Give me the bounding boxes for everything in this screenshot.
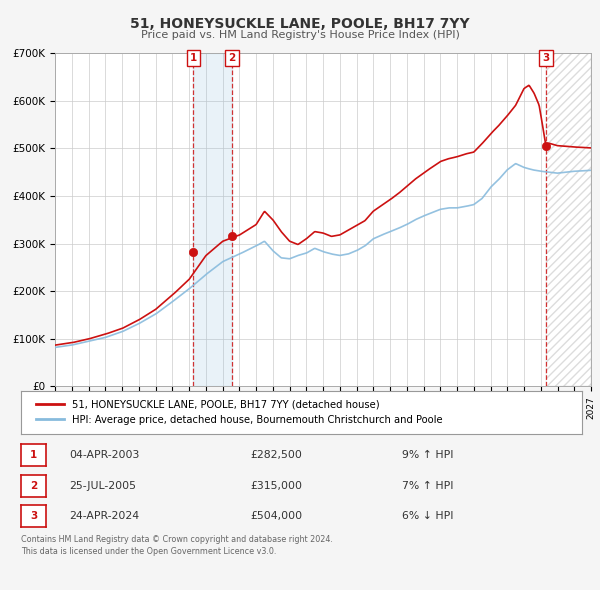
Text: £282,500: £282,500	[250, 450, 302, 460]
Text: 6% ↓ HPI: 6% ↓ HPI	[402, 512, 454, 521]
Text: 1: 1	[190, 53, 197, 63]
Text: 51, HONEYSUCKLE LANE, POOLE, BH17 7YY: 51, HONEYSUCKLE LANE, POOLE, BH17 7YY	[130, 17, 470, 31]
Text: 3: 3	[542, 53, 550, 63]
Text: £315,000: £315,000	[250, 481, 302, 490]
Text: 9% ↑ HPI: 9% ↑ HPI	[402, 450, 454, 460]
Legend: 51, HONEYSUCKLE LANE, POOLE, BH17 7YY (detached house), HPI: Average price, deta: 51, HONEYSUCKLE LANE, POOLE, BH17 7YY (d…	[32, 396, 446, 429]
Text: 04-APR-2003: 04-APR-2003	[69, 450, 139, 460]
Text: £504,000: £504,000	[250, 512, 302, 521]
Text: Contains HM Land Registry data © Crown copyright and database right 2024.
This d: Contains HM Land Registry data © Crown c…	[21, 535, 333, 556]
Text: 25-JUL-2005: 25-JUL-2005	[69, 481, 136, 490]
Text: 3: 3	[30, 512, 37, 521]
Bar	[546, 53, 591, 386]
Bar	[193, 53, 232, 386]
Text: Price paid vs. HM Land Registry's House Price Index (HPI): Price paid vs. HM Land Registry's House …	[140, 30, 460, 40]
Text: 1: 1	[30, 450, 37, 460]
Text: 7% ↑ HPI: 7% ↑ HPI	[402, 481, 454, 490]
Text: 2: 2	[30, 481, 37, 490]
Bar	[546, 53, 591, 386]
Text: 2: 2	[229, 53, 236, 63]
Text: 24-APR-2024: 24-APR-2024	[69, 512, 139, 521]
